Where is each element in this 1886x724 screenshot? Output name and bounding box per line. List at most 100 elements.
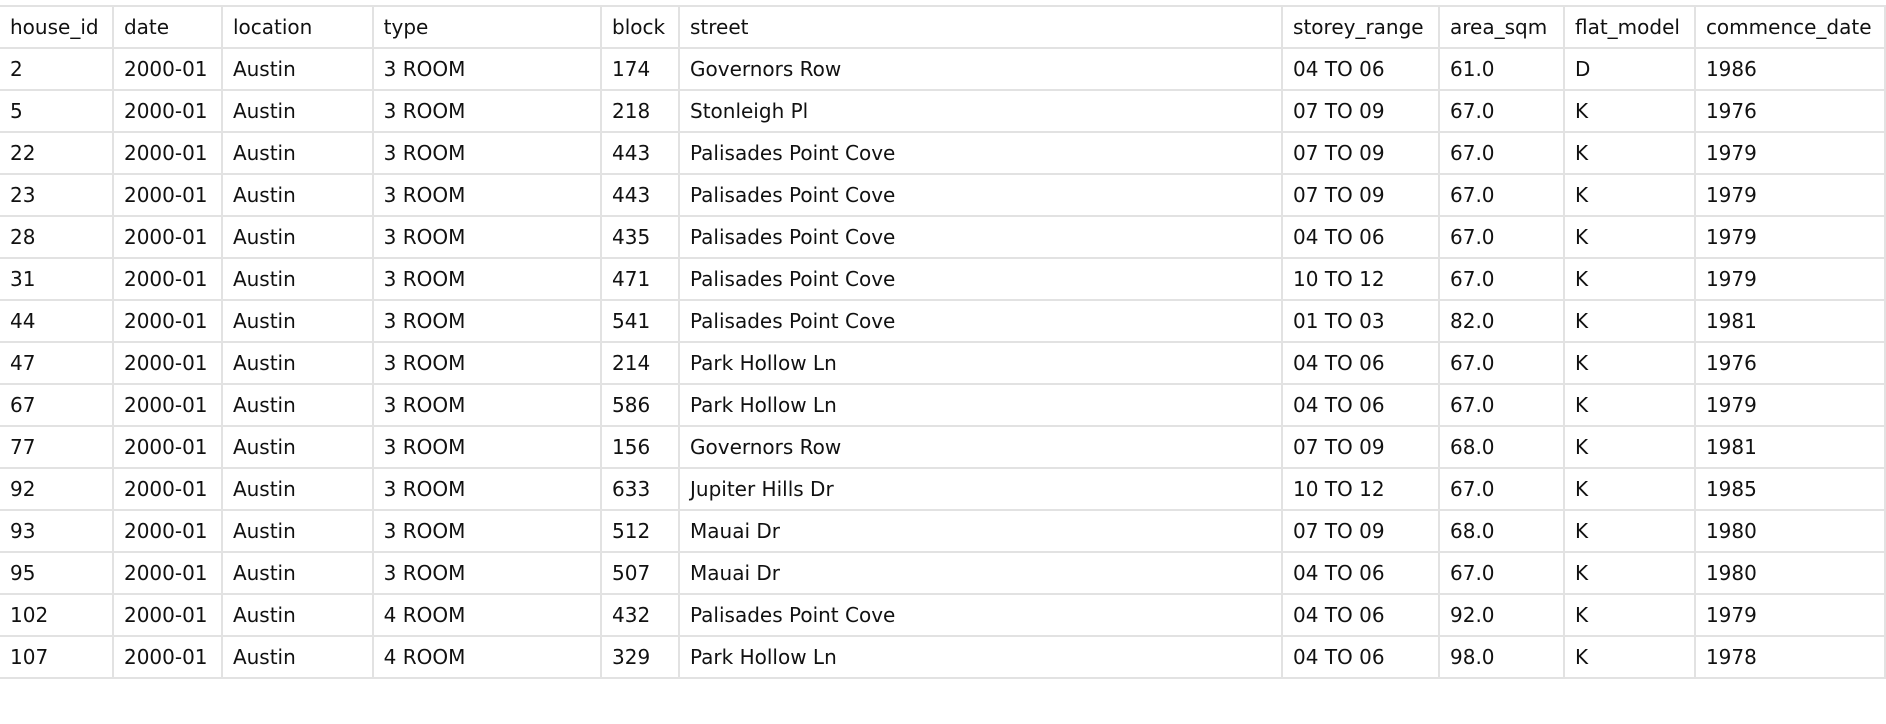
cell-type: 3 ROOM	[371, 89, 603, 133]
table-body: 2 2000-01 Austin 3 ROOM 174 Governors Row 04 T…	[0, 47, 1886, 679]
cell-date: 2000-01	[111, 593, 223, 637]
column-header-date[interactable]: date	[111, 5, 223, 49]
column-header-commence-date[interactable]: commence_date	[1693, 5, 1886, 49]
cell-block: 471	[600, 257, 680, 301]
cell-date: 2000-01	[111, 215, 223, 259]
cell-commence-date: 1979	[1693, 383, 1886, 427]
cell-storey-range: 07 TO 09	[1281, 509, 1440, 553]
cell-street: Palisades Point Cove	[677, 593, 1284, 637]
table-row[interactable]: 44 2000-01 Austin 3 ROOM 541 Palisades Point …	[0, 299, 1886, 343]
cell-street: Palisades Point Cove	[677, 131, 1284, 175]
cell-house-id: 67	[0, 383, 114, 427]
cell-block: 541	[600, 299, 680, 343]
table-row[interactable]: 47 2000-01 Austin 3 ROOM 214 Park Hollow Ln 04…	[0, 341, 1886, 385]
cell-street: Governors Row	[677, 47, 1284, 91]
cell-flat-model: K	[1562, 215, 1696, 259]
cell-storey-range: 04 TO 06	[1281, 341, 1440, 385]
cell-block: 633	[600, 467, 680, 511]
cell-house-id: 28	[0, 215, 114, 259]
cell-type: 3 ROOM	[371, 341, 603, 385]
cell-street: Park Hollow Ln	[677, 635, 1284, 679]
cell-house-id: 95	[0, 551, 114, 595]
cell-type: 4 ROOM	[371, 635, 603, 679]
cell-type: 3 ROOM	[371, 425, 603, 469]
cell-location: Austin	[220, 257, 374, 301]
cell-block: 512	[600, 509, 680, 553]
table-row[interactable]: 102 2000-01 Austin 4 ROOM 432 Palisades Point…	[0, 593, 1886, 637]
table-row[interactable]: 95 2000-01 Austin 3 ROOM 507 Mauai Dr 04 TO 06…	[0, 551, 1886, 595]
table-row[interactable]: 107 2000-01 Austin 4 ROOM 329 Park Hollow Ln 0…	[0, 635, 1886, 679]
cell-commence-date: 1978	[1693, 635, 1886, 679]
cell-commence-date: 1976	[1693, 89, 1886, 133]
header-row: house_id date location type block street store…	[0, 5, 1886, 49]
cell-location: Austin	[220, 551, 374, 595]
cell-house-id: 23	[0, 173, 114, 217]
cell-date: 2000-01	[111, 551, 223, 595]
cell-location: Austin	[220, 89, 374, 133]
cell-storey-range: 04 TO 06	[1281, 635, 1440, 679]
cell-storey-range: 04 TO 06	[1281, 215, 1440, 259]
cell-location: Austin	[220, 173, 374, 217]
cell-street: Mauai Dr	[677, 551, 1284, 595]
cell-type: 3 ROOM	[371, 509, 603, 553]
table-row[interactable]: 31 2000-01 Austin 3 ROOM 471 Palisades Point …	[0, 257, 1886, 301]
cell-type: 3 ROOM	[371, 173, 603, 217]
column-header-flat-model[interactable]: flat_model	[1562, 5, 1696, 49]
cell-date: 2000-01	[111, 299, 223, 343]
cell-area-sqm: 67.0	[1438, 215, 1565, 259]
cell-area-sqm: 61.0	[1438, 47, 1565, 91]
cell-storey-range: 04 TO 06	[1281, 551, 1440, 595]
cell-area-sqm: 68.0	[1438, 509, 1565, 553]
cell-area-sqm: 67.0	[1438, 257, 1565, 301]
cell-area-sqm: 67.0	[1438, 551, 1565, 595]
cell-block: 435	[600, 215, 680, 259]
cell-commence-date: 1981	[1693, 299, 1886, 343]
cell-block: 432	[600, 593, 680, 637]
cell-street: Park Hollow Ln	[677, 341, 1284, 385]
cell-storey-range: 07 TO 09	[1281, 173, 1440, 217]
cell-area-sqm: 67.0	[1438, 89, 1565, 133]
table-row[interactable]: 5 2000-01 Austin 3 ROOM 218 Stonleigh Pl 07 TO…	[0, 89, 1886, 133]
table-row[interactable]: 23 2000-01 Austin 3 ROOM 443 Palisades Point …	[0, 173, 1886, 217]
column-header-type[interactable]: type	[371, 5, 603, 49]
table-row[interactable]: 22 2000-01 Austin 3 ROOM 443 Palisades Point …	[0, 131, 1886, 175]
cell-street: Park Hollow Ln	[677, 383, 1284, 427]
cell-location: Austin	[220, 215, 374, 259]
cell-house-id: 92	[0, 467, 114, 511]
cell-type: 3 ROOM	[371, 131, 603, 175]
cell-house-id: 31	[0, 257, 114, 301]
column-header-house-id[interactable]: house_id	[0, 5, 114, 49]
cell-flat-model: K	[1562, 467, 1696, 511]
cell-date: 2000-01	[111, 425, 223, 469]
table-row[interactable]: 93 2000-01 Austin 3 ROOM 512 Mauai Dr 07 TO 09…	[0, 509, 1886, 553]
cell-location: Austin	[220, 299, 374, 343]
table-row[interactable]: 28 2000-01 Austin 3 ROOM 435 Palisades Point …	[0, 215, 1886, 259]
cell-street: Palisades Point Cove	[677, 257, 1284, 301]
cell-flat-model: K	[1562, 593, 1696, 637]
cell-block: 507	[600, 551, 680, 595]
cell-house-id: 5	[0, 89, 114, 133]
cell-street: Palisades Point Cove	[677, 215, 1284, 259]
cell-flat-model: K	[1562, 383, 1696, 427]
data-table: house_id date location type block street store…	[0, 5, 1886, 679]
column-header-street[interactable]: street	[677, 5, 1284, 49]
cell-date: 2000-01	[111, 383, 223, 427]
cell-flat-model: D	[1562, 47, 1696, 91]
column-header-area-sqm[interactable]: area_sqm	[1438, 5, 1565, 49]
cell-location: Austin	[220, 383, 374, 427]
column-header-block[interactable]: block	[600, 5, 680, 49]
column-header-storey-range[interactable]: storey_range	[1281, 5, 1440, 49]
table-row[interactable]: 67 2000-01 Austin 3 ROOM 586 Park Hollow Ln 04…	[0, 383, 1886, 427]
table-row[interactable]: 77 2000-01 Austin 3 ROOM 156 Governors Row 07 …	[0, 425, 1886, 469]
cell-type: 3 ROOM	[371, 299, 603, 343]
cell-date: 2000-01	[111, 89, 223, 133]
column-header-location[interactable]: location	[220, 5, 374, 49]
cell-block: 214	[600, 341, 680, 385]
table-row[interactable]: 92 2000-01 Austin 3 ROOM 633 Jupiter Hills Dr…	[0, 467, 1886, 511]
cell-location: Austin	[220, 47, 374, 91]
cell-commence-date: 1980	[1693, 509, 1886, 553]
cell-type: 3 ROOM	[371, 257, 603, 301]
table-row[interactable]: 2 2000-01 Austin 3 ROOM 174 Governors Row 04 T…	[0, 47, 1886, 91]
cell-location: Austin	[220, 341, 374, 385]
